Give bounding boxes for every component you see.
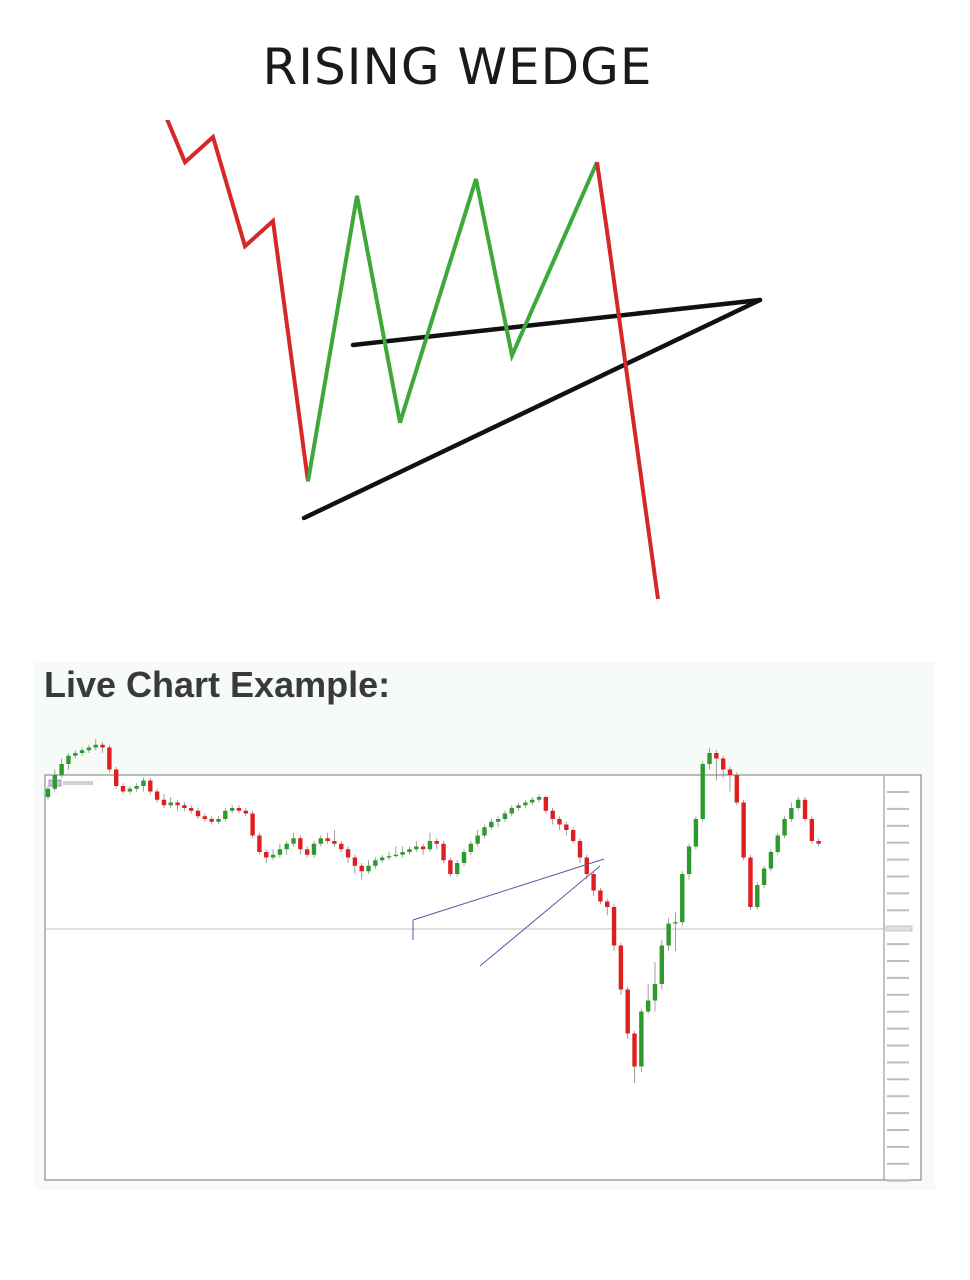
live-chart-panel xyxy=(35,662,935,1190)
rising-wedge-diagram xyxy=(165,120,763,600)
wedge-swing-line xyxy=(306,161,599,482)
breakdown-line xyxy=(595,161,660,600)
wedge-boundary-lines xyxy=(301,297,763,521)
wedge-swing-line-group xyxy=(306,161,660,600)
page-title: RISING WEDGE xyxy=(262,38,653,96)
decline-line xyxy=(165,120,310,482)
live-chart-heading: Live Chart Example: xyxy=(44,664,391,705)
wedge-support-line xyxy=(301,297,763,521)
wedge-resistance-line xyxy=(350,297,763,348)
decline-line-group xyxy=(165,120,310,482)
